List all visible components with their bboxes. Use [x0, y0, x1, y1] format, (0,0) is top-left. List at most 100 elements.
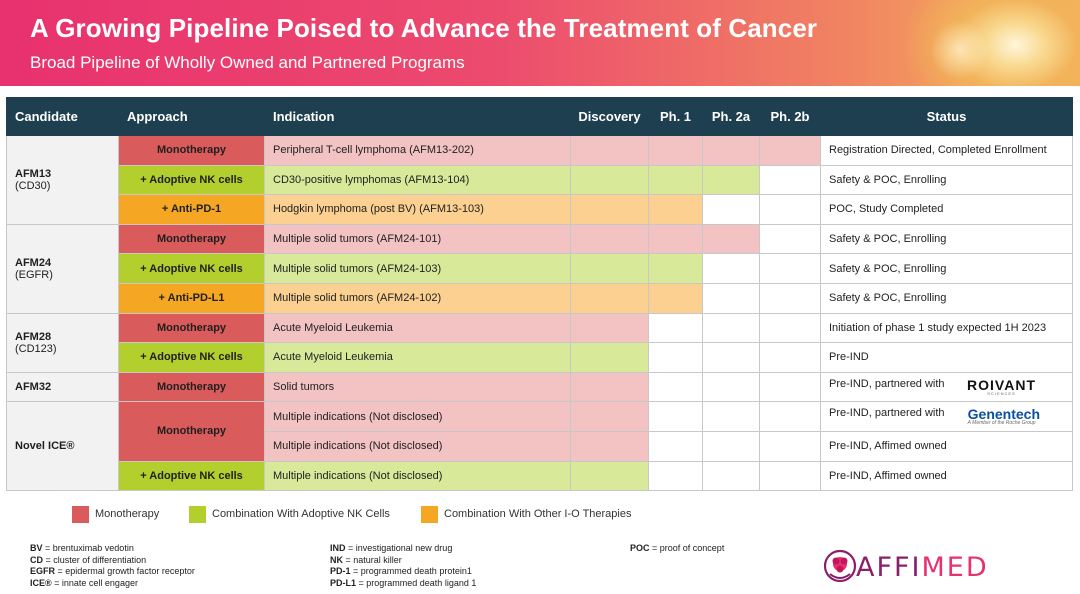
- approach-cell: + Adoptive NK cells: [118, 164, 265, 196]
- indication-cell: Acute Myeloid Leukemia: [264, 342, 571, 373]
- status-cell: POC, Study Completed: [820, 194, 1073, 225]
- status-cell: Safety & POC, Enrolling: [820, 282, 1073, 314]
- roivant-logo: ROIVANT SCIENCES: [967, 377, 1036, 397]
- genentech-logo: Genentech A Member of the Roche Group: [967, 406, 1040, 427]
- candidate-afm24: AFM24 (EGFR): [6, 223, 119, 314]
- status-cell: Pre-IND, Affimed owned: [820, 430, 1073, 462]
- phase-empty: [648, 460, 703, 492]
- column-header-status: Status: [820, 97, 1073, 136]
- phase-empty: [759, 253, 821, 284]
- abbreviations-column-3: POC = proof of concept: [630, 543, 724, 555]
- phase-empty: [648, 401, 703, 432]
- table-row: + Adoptive NK cells Multiple solid tumor…: [7, 253, 1073, 284]
- affimed-logo-text: AFFIMED: [856, 552, 989, 583]
- approach-cell: + Anti-PD-1: [118, 194, 265, 225]
- phase-empty: [759, 223, 821, 255]
- table-row: + Anti-PD-L1 Multiple solid tumors (AFM2…: [7, 282, 1073, 314]
- column-header-ph1: Ph. 1: [648, 97, 703, 136]
- table-row: AFM28 (CD123) Monotherapy Acute Myeloid …: [6, 312, 1073, 373]
- phase-empty: [648, 312, 703, 344]
- phase-empty: [759, 430, 821, 462]
- phase-empty: [759, 312, 821, 344]
- indication-cell: Multiple solid tumors (AFM24-102): [264, 282, 571, 314]
- legend-swatch: [189, 505, 206, 523]
- column-header-discovery: Discovery: [570, 97, 649, 136]
- phase-empty: [759, 164, 821, 196]
- approach-cell: Monotherapy: [118, 223, 265, 255]
- column-header-approach: Approach: [118, 97, 265, 136]
- table-header-row: Candidate Approach Indication Discovery …: [6, 97, 1073, 136]
- phase-empty: [702, 401, 760, 432]
- phase-bar-ph2b: [759, 135, 821, 166]
- approach-cell: Monotherapy: [118, 371, 265, 403]
- approach-cell: Monotherapy: [118, 401, 265, 462]
- phase-bar-ph1: [648, 194, 703, 225]
- phase-bar-ph1: [648, 223, 703, 255]
- table-row: AFM24 (EGFR) Monotherapy Multiple solid …: [6, 223, 1073, 314]
- abbreviation-item: PD-1 = programmed death protein1: [330, 566, 472, 576]
- column-header-indication: Indication: [264, 97, 571, 136]
- affimed-logo: AFFIMED: [822, 548, 1052, 588]
- abbreviation-item: CD = cluster of differentiation: [30, 554, 147, 565]
- phase-empty: [759, 282, 821, 314]
- status-cell: Pre-IND, Affimed owned: [820, 460, 1073, 492]
- table-row: Novel ICE® Monotherapy Multiple indicati…: [6, 401, 1073, 492]
- abbreviation-item: POC = proof of concept: [630, 543, 725, 553]
- phase-empty: [759, 371, 821, 403]
- table-row: AFM13 (CD30) Monotherapy Peripheral T-ce…: [6, 135, 1073, 225]
- phase-bar-discovery: [570, 342, 649, 373]
- abbreviation-item: PD-L1 = programmed death ligand 1: [330, 577, 477, 588]
- legend-item-monotherapy: Monotherapy: [72, 505, 159, 523]
- indication-cell: Hodgkin lymphoma (post BV) (AFM13-103): [264, 194, 571, 225]
- indication-cell: Solid tumors: [264, 371, 571, 403]
- phase-bar-discovery: [570, 194, 649, 225]
- page-title: A Growing Pipeline Poised to Advance the…: [30, 13, 818, 43]
- phase-bar-ph1: [648, 135, 703, 166]
- candidate-novel-ice: Novel ICE®: [6, 401, 119, 492]
- abbreviations-column-2: IND = investigational new drug NK = natu…: [330, 543, 476, 589]
- candidate-afm13: AFM13 (CD30): [6, 135, 119, 225]
- flower-highlight: [930, 20, 990, 80]
- phase-bar-discovery: [570, 371, 649, 403]
- table-row: AFM32 Monotherapy Solid tumors Pre-IND, …: [6, 371, 1073, 403]
- column-header-ph2b: Ph. 2b: [759, 97, 821, 136]
- status-cell: Safety & POC, Enrolling: [820, 223, 1073, 255]
- table-row: + Adoptive NK cells Multiple indications…: [7, 460, 1073, 492]
- phase-empty: [702, 430, 760, 462]
- candidate-afm32: AFM32: [6, 371, 119, 403]
- legend-swatch: [421, 505, 438, 523]
- abbreviation-item: IND = investigational new drug: [330, 543, 453, 553]
- indication-cell: Multiple indications (Not disclosed): [264, 430, 571, 462]
- table-row: + Anti-PD-1 Hodgkin lymphoma (post BV) (…: [7, 194, 1073, 225]
- status-cell: Safety & POC, Enrolling: [820, 164, 1073, 196]
- phase-bar-discovery: [570, 253, 649, 284]
- indication-cell: Multiple solid tumors (AFM24-103): [264, 253, 571, 284]
- phase-bar-discovery: [570, 164, 649, 196]
- candidate-afm28: AFM28 (CD123): [6, 312, 119, 373]
- affimed-logo-icon: [823, 549, 857, 583]
- phase-empty: [702, 342, 760, 373]
- phase-bar-ph1: [648, 253, 703, 284]
- indication-cell: Peripheral T-cell lymphoma (AFM13-202): [264, 135, 571, 166]
- indication-cell: CD30-positive lymphomas (AFM13-104): [264, 164, 571, 196]
- phase-empty: [648, 371, 703, 403]
- approach-cell: + Adoptive NK cells: [118, 342, 265, 373]
- indication-cell: Multiple solid tumors (AFM24-101): [264, 223, 571, 255]
- phase-bar-discovery: [570, 135, 649, 166]
- phase-bar-ph2a: [702, 223, 760, 255]
- status-cell: Safety & POC, Enrolling: [820, 253, 1073, 284]
- legend-item-other-io: Combination With Other I-O Therapies: [421, 505, 631, 523]
- phase-bar-ph1: [648, 164, 703, 196]
- status-cell: Pre-IND, partnered with ROIVANT SCIENCES: [820, 371, 1073, 403]
- abbreviation-item: NK = natural killer: [330, 554, 402, 565]
- abbreviation-item: BV = brentuximab vedotin: [30, 543, 134, 553]
- phase-empty: [702, 194, 760, 225]
- phase-empty: [702, 371, 760, 403]
- phase-empty: [759, 460, 821, 492]
- phase-empty: [702, 460, 760, 492]
- approach-cell: + Adoptive NK cells: [118, 460, 265, 492]
- legend-swatch: [72, 505, 89, 523]
- column-header-candidate: Candidate: [6, 97, 119, 136]
- phase-empty: [759, 401, 821, 432]
- indication-cell: Acute Myeloid Leukemia: [264, 312, 571, 344]
